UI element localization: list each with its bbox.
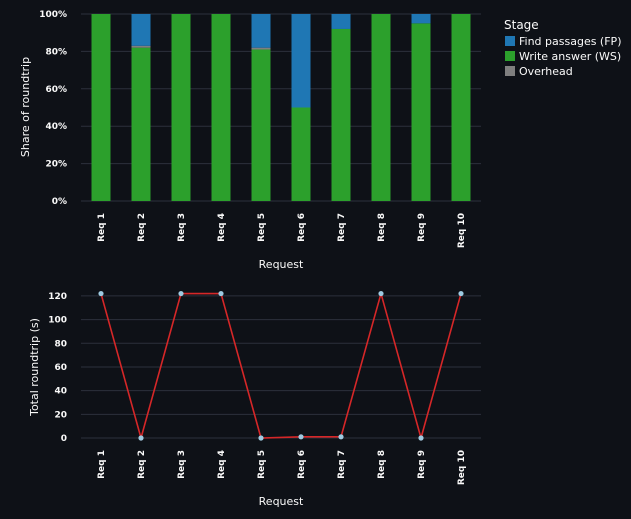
bottom-x-tick-label: Req 6 [297,450,307,479]
legend-swatch-overhead [505,66,515,76]
bottom-x-axis-title: Request [259,495,304,508]
bar-segment-write-answer-ws [91,14,111,201]
roundtrip-point [178,290,184,297]
roundtrip-point [258,435,264,441]
roundtrip-point [378,290,384,297]
bar-segment-write-answer-ws [131,47,151,201]
bottom-x-tick-label: Req 10 [457,450,467,485]
top-x-tick-label: Req 7 [337,213,347,242]
legend-swatch-find-passages-fp [505,36,515,46]
bar-segment-find-passages-fp [331,14,351,29]
roundtrip-point [298,434,304,440]
bottom-y-axis-title: Total roundtrip (s) [28,318,41,417]
bottom-x-axis: Req 1 Req 2 Req 3 Req 4 Req 5 Req 6 Req 7 Req 8… [97,450,467,485]
bar-segment-overhead [131,45,151,48]
top-y-tick-label: 20% [45,160,67,170]
top-x-tick-label: Req 3 [177,213,187,242]
top-x-tick-label: Req 9 [417,213,427,242]
bottom-y-tick-label: 80 [54,339,67,349]
roundtrip-line [100,290,462,441]
bar-segment-write-answer-ws [211,14,231,201]
legend-label-write-answer-ws: Write answer (WS) [519,50,621,63]
top-x-tick-label: Req 10 [457,213,467,248]
bottom-y-tick-label: 20 [54,410,67,420]
bottom-x-tick-label: Req 4 [217,450,227,479]
roundtrip-point [418,435,424,441]
bottom-series [98,290,464,441]
legend-title: Stage [504,18,539,32]
bottom-y-tick-label: 40 [54,387,67,397]
bottom-x-tick-label: Req 7 [337,450,347,479]
roundtrip-point [458,290,464,297]
bar-segment-write-answer-ws [171,14,191,201]
bar-segment-write-answer-ws [411,23,431,201]
bar-segment-write-answer-ws [291,107,311,201]
bar-segment-find-passages-fp [131,14,151,46]
bottom-grid [81,295,481,439]
top-x-tick-label: Req 2 [137,213,147,242]
bar-segment-write-answer-ws [331,28,351,202]
top-y-tick-label: 40% [45,122,67,132]
bottom-x-tick-label: Req 9 [417,450,427,479]
bottom-x-tick-label: Req 3 [177,450,187,479]
bar-segment-write-answer-ws [451,14,471,201]
legend-label-overhead: Overhead [519,65,573,78]
top-bars [91,14,471,202]
legend-label-find-passages-fp: Find passages (FP) [519,35,621,48]
top-x-tick-label: Req 1 [97,213,107,242]
bar-segment-overhead [251,47,271,50]
bottom-x-tick-label: Req 2 [137,450,147,479]
top-x-tick-label: Req 6 [297,213,307,242]
top-x-tick-label: Req 4 [217,213,227,242]
bottom-y-tick-label: 100 [48,316,67,326]
top-y-axis-title: Share of roundtrip [19,57,32,157]
top-y-axis: 0% 20% 40% 60% 80% 100% [39,10,67,207]
top-x-axis-title: Request [259,258,304,271]
bar-segment-write-answer-ws [251,49,271,201]
bottom-y-axis: 0 20 40 60 80 100 120 [48,292,67,444]
top-x-axis: Req 1 Req 2 Req 3 Req 4 Req 5 Req 6 Req 7 Req 8… [97,213,467,248]
roundtrip-point [98,290,104,297]
top-y-tick-label: 100% [39,10,67,20]
top-x-tick-label: Req 5 [257,213,267,242]
top-x-tick-label: Req 8 [377,213,387,242]
bottom-x-tick-label: Req 8 [377,450,387,479]
bar-segment-find-passages-fp [291,14,311,108]
top-y-tick-label: 80% [45,47,67,57]
roundtrip-point [138,435,144,441]
bottom-x-tick-label: Req 5 [257,450,267,479]
roundtrip-point [338,434,344,440]
bottom-y-tick-label: 120 [48,292,67,302]
bar-segment-write-answer-ws [371,14,391,201]
legend-swatch-write-answer-ws [505,51,515,61]
bottom-x-tick-label: Req 1 [97,450,107,479]
bar-segment-find-passages-fp [411,14,431,24]
legend: Stage Find passages (FP) Write answer (WS… [504,18,621,78]
top-y-tick-label: 0% [52,197,67,207]
bar-segment-find-passages-fp [251,14,271,48]
bottom-y-tick-label: 60 [54,363,67,373]
legend-items: Find passages (FP) Write answer (WS) Overh… [505,35,621,78]
bottom-y-tick-label: 0 [61,434,67,444]
roundtrip-point [218,290,224,297]
top-y-tick-label: 60% [45,85,67,95]
